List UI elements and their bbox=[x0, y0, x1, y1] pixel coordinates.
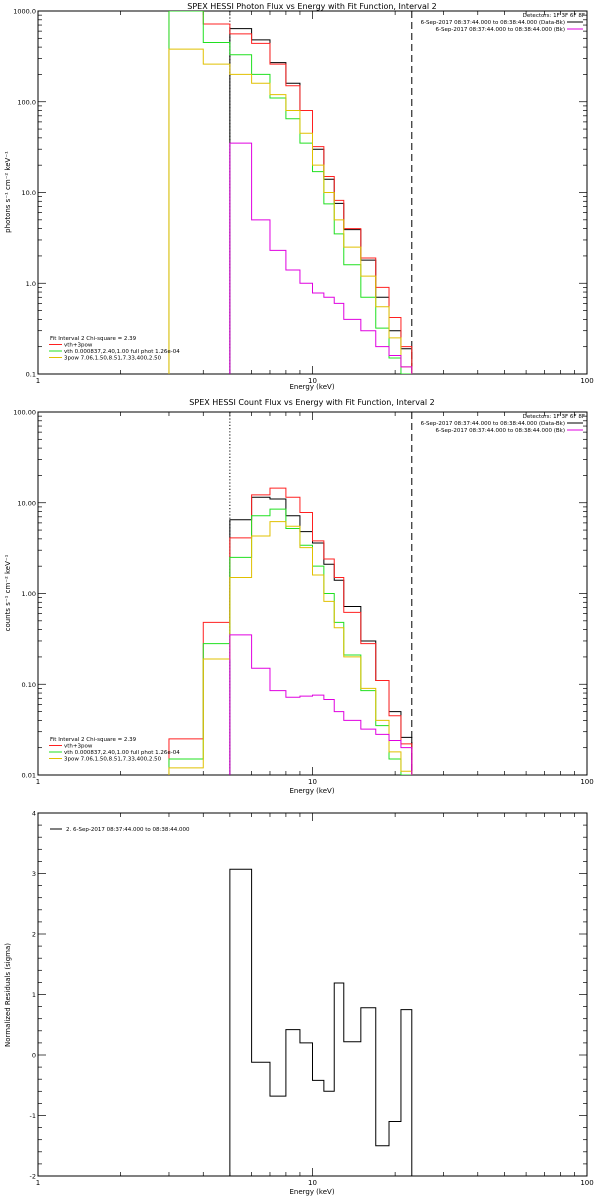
resid-plot-frame bbox=[37, 812, 588, 1177]
count-legend-entry-label: 6-Sep-2017 08:37:44.000 to 08:38:44.000 … bbox=[436, 428, 566, 434]
resid-ytick-label: -2 bbox=[30, 1173, 36, 1181]
resid-xtick-label: 1 bbox=[36, 1179, 40, 1187]
resid-xtick-label: 10 bbox=[308, 1179, 317, 1187]
count-series-pow bbox=[168, 521, 413, 775]
photon-legend-entry-label: 6-Sep-2017 08:37:44.000 to 08:38:44.000 … bbox=[436, 27, 566, 33]
photon-series-total bbox=[168, 11, 413, 374]
count-legend-bottom-left: Fit Interval 2 Chi-square = 2.39vth+3pow… bbox=[49, 737, 180, 763]
photon-flux-title: SPEX HESSI Photon Flux vs Energy with Fi… bbox=[187, 2, 437, 11]
count-legend-entry-label: 6-Sep-2017 08:37:44.000 to 08:38:44.000 … bbox=[421, 421, 565, 427]
resid-ytick-label: 1 bbox=[32, 991, 36, 999]
count-flux-ylabel: counts s⁻¹ cm⁻² keV⁻¹ bbox=[4, 554, 12, 631]
photon-legend-fit-label: vth 0.000837,2.40,1.00 full phot 1.26e-0… bbox=[64, 349, 180, 355]
count-plot-frame bbox=[37, 411, 588, 776]
photon-flux-ylabel: photons s⁻¹ cm⁻² keV⁻¹ bbox=[4, 151, 12, 233]
photon-ytick-label: 1.0 bbox=[26, 280, 36, 288]
count-series-total bbox=[168, 487, 413, 775]
photon-series-data bbox=[229, 28, 413, 374]
photon-ytick-label: 0.1 bbox=[26, 371, 36, 379]
photon-series-vth bbox=[168, 11, 413, 374]
count-xtick-label: 1 bbox=[36, 778, 40, 786]
photon-ytick-label: 10.0 bbox=[22, 189, 36, 197]
photon-legend-fit-label: vth+3pow bbox=[64, 343, 93, 349]
count-series-vth bbox=[168, 508, 413, 775]
count-flux-title: SPEX HESSI Count Flux vs Energy with Fit… bbox=[189, 398, 434, 407]
photon-ytick-label: 1000.0 bbox=[13, 8, 36, 16]
photon-legend-entry-label: 6-Sep-2017 08:37:44.000 to 08:38:44.000 … bbox=[421, 20, 565, 26]
resid-ytick-label: 2 bbox=[32, 931, 36, 939]
photon-flux-xlabel: Energy (keV) bbox=[289, 383, 334, 391]
count-ytick-label: 0.10 bbox=[22, 681, 36, 689]
residuals-xlabel: Energy (keV) bbox=[289, 1188, 334, 1196]
resid-legend-top-left: 2. 6-Sep-2017 08:37:44.000 to 08:38:44.0… bbox=[50, 827, 190, 833]
resid-ytick-label: 0 bbox=[32, 1052, 36, 1060]
photon-legend-detectors: Detectors: 1F 3F 6F 8F bbox=[523, 13, 585, 19]
photon-xtick-label: 10 bbox=[308, 377, 317, 385]
count-legend-detectors: Detectors: 1F 3F 6F 8F bbox=[523, 414, 585, 420]
count-xtick-label: 10 bbox=[308, 778, 317, 786]
count-xtick-label: 100 bbox=[580, 778, 593, 786]
count-series-group bbox=[168, 487, 413, 775]
photon-series-pow bbox=[168, 48, 413, 374]
resid-series-data bbox=[229, 868, 413, 1176]
count-ytick-label: 10.00 bbox=[17, 499, 36, 507]
photon-xtick-label: 100 bbox=[580, 377, 593, 385]
resid-ytick-label: -1 bbox=[30, 1112, 36, 1120]
photon-flux-panel: SPEX HESSI Photon Flux vs Energy with Fi… bbox=[4, 2, 594, 391]
photon-legend-fit-header: Fit Interval 2 Chi-square = 2.39 bbox=[50, 336, 137, 342]
resid-ytick-label: 3 bbox=[32, 870, 36, 878]
count-series-bk bbox=[229, 634, 413, 775]
count-legend-top-right: Detectors: 1F 3F 6F 8F6-Sep-2017 08:37:4… bbox=[421, 414, 585, 434]
photon-series-bk bbox=[229, 142, 413, 374]
count-flux-panel: SPEX HESSI Count Flux vs Energy with Fit… bbox=[4, 398, 594, 795]
count-ytick-label: 1.00 bbox=[22, 590, 36, 598]
resid-xtick-label: 100 bbox=[580, 1179, 593, 1187]
photon-ytick-label: 100.0 bbox=[17, 98, 36, 106]
count-ytick-label: 0.01 bbox=[22, 772, 36, 780]
resid-legend-label: 2. 6-Sep-2017 08:37:44.000 to 08:38:44.0… bbox=[66, 827, 190, 833]
residuals-ylabel: Normalized Residuals (sigma) bbox=[4, 943, 12, 1047]
count-legend-fit-header: Fit Interval 2 Chi-square = 2.39 bbox=[50, 737, 137, 743]
photon-xtick-label: 1 bbox=[36, 377, 40, 385]
resid-series-group bbox=[229, 868, 413, 1176]
count-series-data bbox=[229, 496, 413, 775]
photon-legend-bottom-left: Fit Interval 2 Chi-square = 2.39vth+3pow… bbox=[49, 336, 180, 362]
count-ytick-label: 100.00 bbox=[13, 409, 36, 417]
count-legend-fit-label: vth 0.000837,2.40,1.00 full phot 1.26e-0… bbox=[64, 750, 180, 756]
photon-legend-fit-label: 3pow 7.06,1.50,8.51,7.33,400,2.50 bbox=[64, 356, 162, 362]
count-flux-xlabel: Energy (keV) bbox=[289, 787, 334, 795]
photon-legend-top-right: Detectors: 1F 3F 6F 8F6-Sep-2017 08:37:4… bbox=[421, 13, 585, 33]
photon-series-group bbox=[168, 11, 413, 374]
count-legend-fit-label: 3pow 7.06,1.50,8.51,7.33,400,2.50 bbox=[64, 757, 162, 763]
resid-ytick-label: 4 bbox=[32, 810, 36, 818]
residuals-panel: Energy (keV) Normalized Residuals (sigma… bbox=[4, 810, 594, 1197]
count-legend-fit-label: vth+3pow bbox=[64, 744, 93, 750]
photon-plot-frame bbox=[37, 10, 588, 375]
